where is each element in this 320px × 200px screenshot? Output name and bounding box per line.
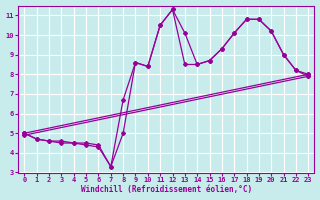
- X-axis label: Windchill (Refroidissement éolien,°C): Windchill (Refroidissement éolien,°C): [81, 185, 252, 194]
